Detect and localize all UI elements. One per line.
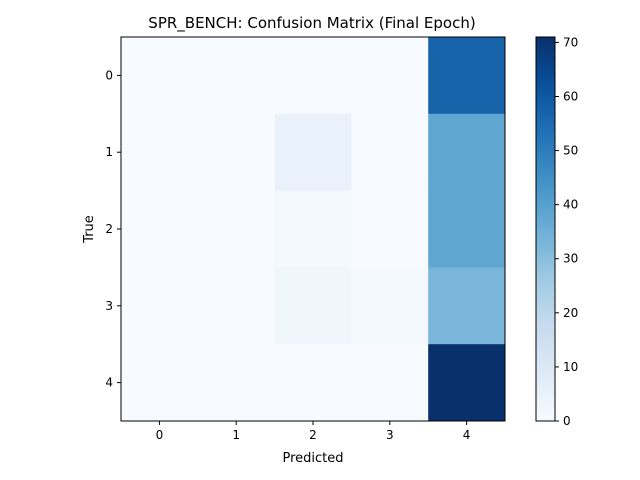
colorbar-tick-label: 70 xyxy=(563,35,578,49)
heatmap-cell xyxy=(428,267,506,345)
heatmap-cell xyxy=(121,113,199,192)
heatmap-cell xyxy=(428,113,506,192)
heatmap-cell xyxy=(428,37,506,115)
colorbar-tick-label: 60 xyxy=(563,89,578,103)
heatmap-cell xyxy=(197,190,276,268)
heatmap-cell xyxy=(351,113,429,192)
y-tick-label: 4 xyxy=(105,376,113,390)
colorbar-tick-label: 50 xyxy=(563,144,578,158)
heatmap-cell xyxy=(274,37,352,115)
heatmap-cell xyxy=(428,344,506,422)
y-tick-label: 1 xyxy=(105,145,113,159)
heatmap-cell xyxy=(274,267,352,345)
x-tick-label: 0 xyxy=(156,428,164,442)
colorbar-tick-label: 20 xyxy=(563,306,578,320)
x-axis-ticks: 0 1 2 3 4 xyxy=(156,421,471,442)
heatmap-cell xyxy=(121,37,199,115)
x-tick-label: 4 xyxy=(463,428,471,442)
heatmap-cell xyxy=(351,190,429,268)
x-tick-label: 1 xyxy=(232,428,240,442)
heatmap-cell xyxy=(351,267,429,345)
heatmap-cells xyxy=(121,37,506,422)
y-axis-label: True xyxy=(82,215,97,244)
y-tick-label: 0 xyxy=(105,68,113,82)
colorbar xyxy=(535,36,556,422)
heatmap-cell xyxy=(428,190,506,268)
x-tick-label: 3 xyxy=(386,428,394,442)
heatmap-cell xyxy=(197,344,276,422)
y-axis-ticks: 0 1 2 3 4 xyxy=(105,68,121,390)
heatmap-cell xyxy=(274,190,352,268)
heatmap-cell xyxy=(197,37,276,115)
colorbar-tick-label: 30 xyxy=(563,252,578,266)
colorbar-tick-label: 10 xyxy=(563,360,578,374)
heatmap-cell xyxy=(351,344,429,422)
chart-title: SPR_BENCH: Confusion Matrix (Final Epoch… xyxy=(148,14,475,33)
y-tick-label: 3 xyxy=(105,299,113,313)
heatmap-cell xyxy=(351,37,429,115)
y-tick-label: 2 xyxy=(105,222,113,236)
heatmap-cell xyxy=(121,190,199,268)
colorbar-ticks: 0 10 20 30 40 50 60 70 xyxy=(555,35,578,428)
colorbar-tick-label: 40 xyxy=(563,198,578,212)
x-axis-label: Predicted xyxy=(282,451,343,466)
heatmap-cell xyxy=(197,113,276,192)
heatmap-cell xyxy=(121,344,199,422)
heatmap-cell xyxy=(197,267,276,345)
heatmap-cell xyxy=(121,267,199,345)
heatmap-cell xyxy=(274,344,352,422)
colorbar-tick-label: 0 xyxy=(563,414,571,428)
x-tick-label: 2 xyxy=(309,428,317,442)
heatmap-cell xyxy=(274,113,352,192)
